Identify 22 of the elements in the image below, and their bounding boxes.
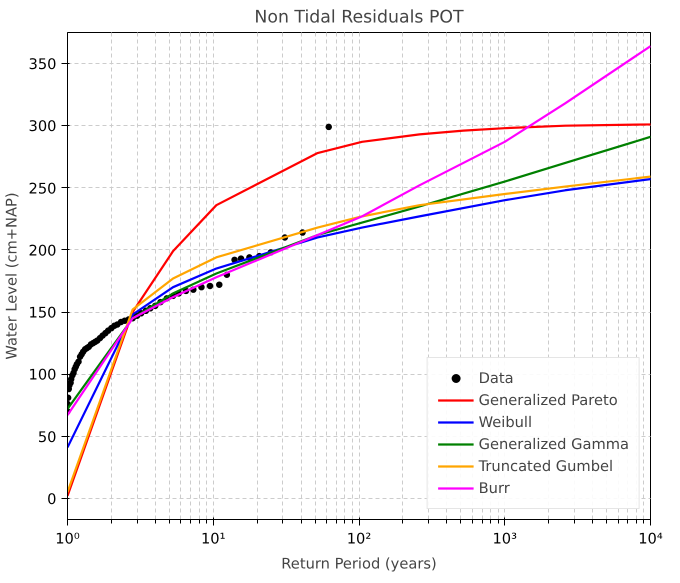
y-tick-label: 50 xyxy=(38,428,57,446)
y-tick-label: 350 xyxy=(28,56,57,74)
y-tick-label: 150 xyxy=(28,304,57,322)
y-tick-label: 0 xyxy=(47,490,57,508)
x-tick-label: 10¹ xyxy=(200,530,226,548)
legend-label: Generalized Pareto xyxy=(478,392,618,408)
y-tick-label: 100 xyxy=(28,366,57,384)
x-tick-label: 10⁰ xyxy=(55,530,80,548)
y-tick-label: 250 xyxy=(28,180,57,198)
chart-title: Non Tidal Residuals POT xyxy=(254,8,464,28)
legend-label: Data xyxy=(478,370,514,386)
y-tick-label: 200 xyxy=(28,242,57,260)
legend-label: Weibull xyxy=(478,414,532,430)
y-axis-title: Water Level (cm+NAP) xyxy=(4,192,21,360)
x-tick-label: 10² xyxy=(346,530,372,548)
legend-label: Truncated Gumbel xyxy=(478,458,614,474)
legend-label: Generalized Gamma xyxy=(478,436,629,452)
x-tick-label: 10³ xyxy=(492,530,518,548)
y-tick-label: 300 xyxy=(28,118,57,136)
legend-label: Burr xyxy=(478,480,510,496)
x-axis-title: Return Period (years) xyxy=(281,556,437,572)
x-tick-label: 10⁴ xyxy=(638,530,663,548)
